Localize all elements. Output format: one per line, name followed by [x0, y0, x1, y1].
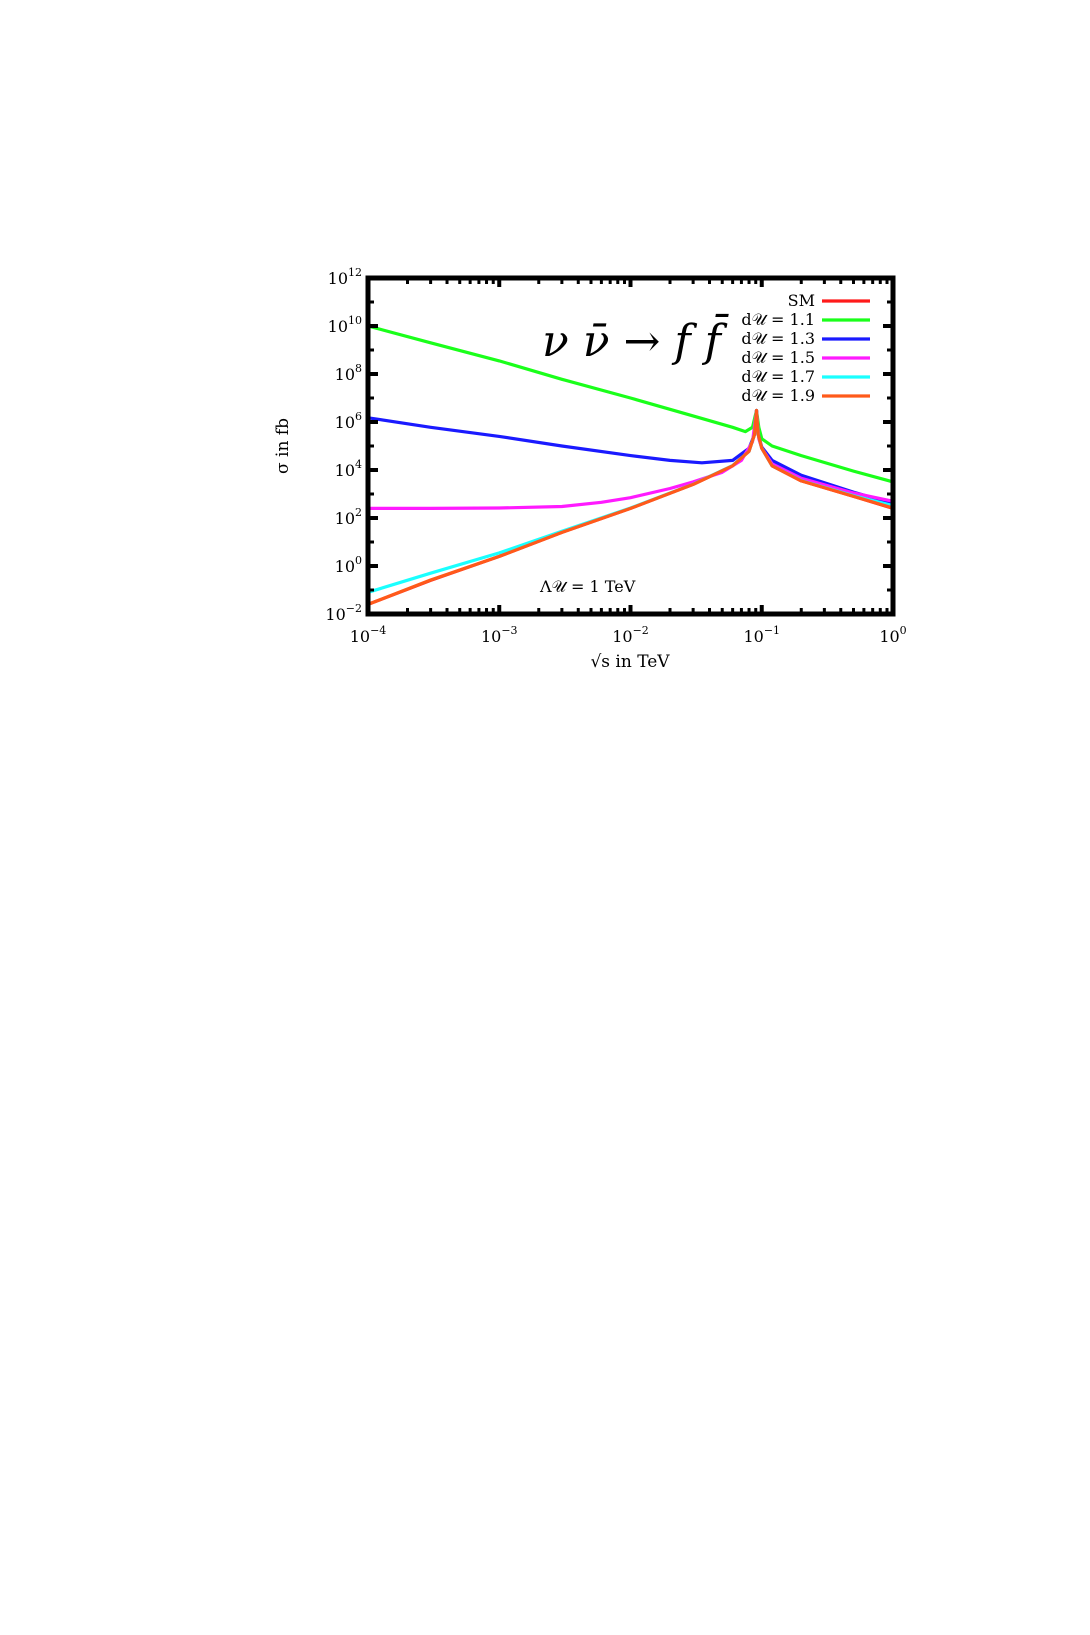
x-tick-label-3: 10−1 [743, 624, 780, 646]
y-tick-labels: 10−2 100 102 104 106 108 1010 1012 [325, 266, 362, 624]
x-axis-title: √s in TeV [590, 652, 670, 672]
legend-label-1: d𝒰 = 1.1 [741, 310, 815, 329]
y-tick-label-6: 1010 [328, 314, 362, 336]
x-tick-labels: 10−4 10−3 10−2 10−1 100 [350, 624, 907, 646]
legend-label-4: d𝒰 = 1.7 [741, 367, 815, 386]
x-tick-label-2: 10−2 [612, 624, 649, 646]
series-layer [368, 324, 893, 606]
x-tick-label-4: 100 [879, 624, 906, 646]
legend-label-5: d𝒰 = 1.9 [741, 386, 815, 405]
legend-label-0: SM [788, 291, 815, 310]
y-tick-label-4: 106 [335, 410, 362, 432]
series-line-5 [368, 408, 893, 606]
series-line-1 [368, 324, 893, 484]
legend-label-2: d𝒰 = 1.3 [741, 329, 815, 348]
process-annotation: ν ν̄ → f f̄ [542, 312, 729, 367]
plot-frame [365, 275, 896, 617]
series-line-2 [368, 408, 893, 506]
legend-label-3: d𝒰 = 1.5 [741, 348, 815, 367]
series-line-4 [368, 408, 893, 594]
y-tick-label-3: 104 [335, 458, 362, 480]
y-axis-title: σ in fb [273, 418, 293, 474]
x-tick-label-0: 10−4 [350, 624, 387, 646]
lambda-annotation: Λ𝒰 = 1 TeV [539, 577, 636, 596]
y-tick-label-7: 1012 [328, 266, 362, 288]
x-tick-label-1: 10−3 [481, 624, 518, 646]
y-tick-label-1: 100 [335, 554, 362, 576]
y-tick-label-5: 108 [335, 362, 362, 384]
y-tick-label-2: 102 [335, 506, 362, 528]
y-tick-label-0: 10−2 [325, 602, 362, 624]
